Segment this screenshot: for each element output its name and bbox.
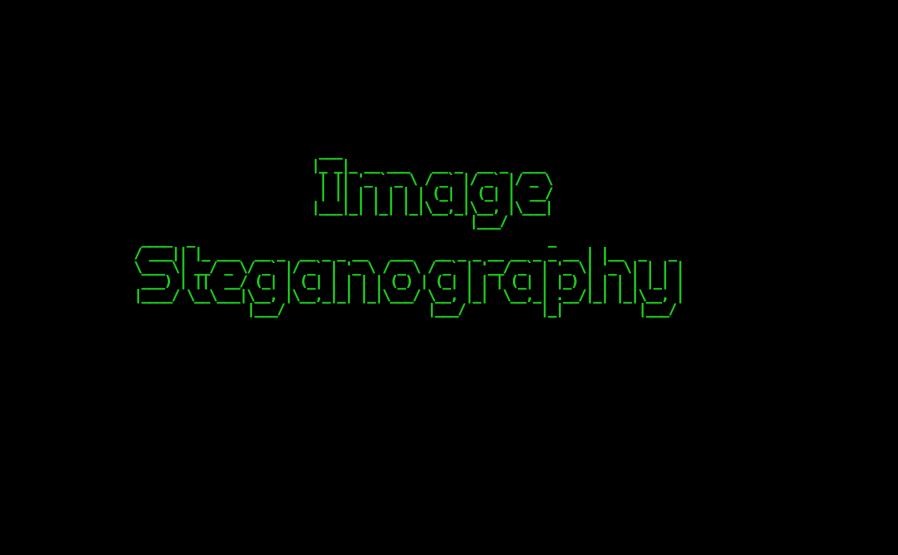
banner-title-steganography: ____ _ _ / ___|| |_ ___ __ _ __ _ _ __ _… — [134, 232, 685, 318]
banner-title-image: ___ |_ _|_ __ ___ __ _ __ _ ___ | || '_ … — [311, 144, 554, 230]
